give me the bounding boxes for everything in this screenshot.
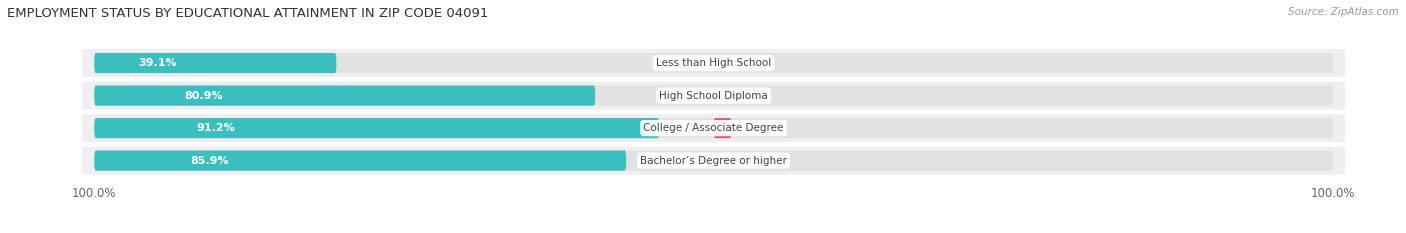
Text: 2.9%: 2.9% xyxy=(747,123,776,133)
FancyBboxPatch shape xyxy=(94,86,595,106)
FancyBboxPatch shape xyxy=(94,53,1333,73)
Text: 0.0%: 0.0% xyxy=(730,91,758,101)
Text: 85.9%: 85.9% xyxy=(190,156,229,166)
Text: College / Associate Degree: College / Associate Degree xyxy=(644,123,783,133)
Text: EMPLOYMENT STATUS BY EDUCATIONAL ATTAINMENT IN ZIP CODE 04091: EMPLOYMENT STATUS BY EDUCATIONAL ATTAINM… xyxy=(7,7,488,20)
FancyBboxPatch shape xyxy=(94,151,626,171)
FancyBboxPatch shape xyxy=(713,118,731,138)
Text: Less than High School: Less than High School xyxy=(657,58,770,68)
Text: 39.1%: 39.1% xyxy=(138,58,176,68)
Text: 0.0%: 0.0% xyxy=(730,156,758,166)
Text: High School Diploma: High School Diploma xyxy=(659,91,768,101)
FancyBboxPatch shape xyxy=(94,151,1333,171)
FancyBboxPatch shape xyxy=(94,86,1333,106)
Text: 0.0%: 0.0% xyxy=(730,58,758,68)
Text: 91.2%: 91.2% xyxy=(195,123,235,133)
FancyBboxPatch shape xyxy=(94,118,1333,138)
FancyBboxPatch shape xyxy=(82,114,1346,142)
FancyBboxPatch shape xyxy=(82,49,1346,77)
FancyBboxPatch shape xyxy=(82,147,1346,175)
Text: Source: ZipAtlas.com: Source: ZipAtlas.com xyxy=(1288,7,1399,17)
FancyBboxPatch shape xyxy=(94,53,336,73)
FancyBboxPatch shape xyxy=(82,82,1346,110)
Text: 80.9%: 80.9% xyxy=(184,91,224,101)
Text: Bachelor’s Degree or higher: Bachelor’s Degree or higher xyxy=(640,156,787,166)
FancyBboxPatch shape xyxy=(94,118,659,138)
